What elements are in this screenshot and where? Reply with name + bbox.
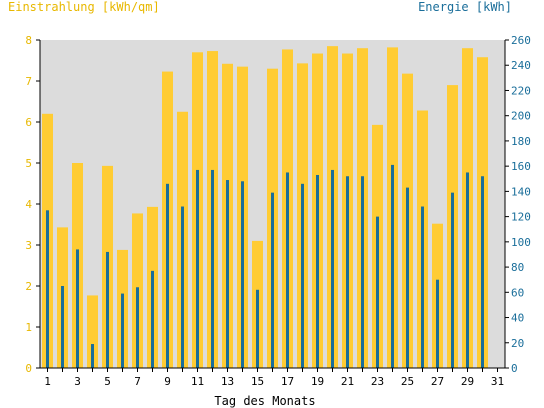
- bar-energie-day-24: [391, 164, 394, 368]
- x-tick-label: 7: [134, 375, 141, 388]
- x-tick-label: 1: [44, 375, 51, 388]
- bar-energie-day-5: [106, 251, 109, 368]
- bar-energie-day-23: [376, 216, 379, 368]
- bar-energie-day-20: [331, 169, 334, 368]
- bars-group: [42, 46, 488, 369]
- left-tick-label: 3: [25, 239, 32, 252]
- right-tick-label: 40: [511, 312, 524, 325]
- x-tick-label: 3: [74, 375, 81, 388]
- right-tick-label: 0: [511, 362, 518, 375]
- bar-energie-day-15: [256, 289, 259, 368]
- left-tick-label: 6: [25, 116, 32, 129]
- left-tick-label: 0: [25, 362, 32, 375]
- x-tick-label: 11: [191, 375, 204, 388]
- right-tick-label: 60: [511, 286, 524, 299]
- left-tick-label: 7: [25, 75, 32, 88]
- bar-energie-day-1: [46, 210, 49, 368]
- bar-energie-day-10: [181, 206, 184, 368]
- x-tick-label: 9: [164, 375, 171, 388]
- bar-energie-day-14: [241, 181, 244, 368]
- bar-energie-day-7: [136, 287, 139, 368]
- bar-energie-day-27: [436, 279, 439, 368]
- right-tick-label: 140: [511, 185, 531, 198]
- axes-group: 0123456780204060801001201401601802002202…: [25, 34, 531, 388]
- x-tick-label: 31: [491, 375, 504, 388]
- right-tick-label: 240: [511, 59, 531, 72]
- left-tick-label: 2: [25, 280, 32, 293]
- bar-energie-day-30: [481, 176, 484, 368]
- right-tick-label: 180: [511, 135, 531, 148]
- left-tick-label: 8: [25, 34, 32, 47]
- bar-energie-day-3: [76, 249, 79, 368]
- right-tick-label: 160: [511, 160, 531, 173]
- x-tick-label: 15: [251, 375, 264, 388]
- left-tick-label: 5: [25, 157, 32, 170]
- bar-energie-day-17: [286, 172, 289, 368]
- bar-energie-day-18: [301, 183, 304, 368]
- x-tick-label: 17: [281, 375, 294, 388]
- left-axis-title: Einstrahlung [kWh/qm]: [8, 0, 160, 14]
- right-tick-label: 20: [511, 337, 524, 350]
- x-axis-title: Tag des Monats: [214, 394, 315, 408]
- bar-energie-day-22: [361, 176, 364, 368]
- bar-energie-day-13: [226, 180, 229, 368]
- right-tick-label: 100: [511, 236, 531, 249]
- bar-energie-day-26: [421, 206, 424, 368]
- x-tick-label: 21: [341, 375, 354, 388]
- bar-energie-day-21: [346, 176, 349, 368]
- bar-energie-day-6: [121, 293, 124, 368]
- bar-energie-day-8: [151, 270, 154, 368]
- right-axis-title: Energie [kWh]: [418, 0, 512, 14]
- right-tick-label: 80: [511, 261, 524, 274]
- right-tick-label: 200: [511, 110, 531, 123]
- bar-energie-day-11: [196, 169, 199, 368]
- bar-energie-day-2: [61, 286, 64, 368]
- x-tick-label: 23: [371, 375, 384, 388]
- right-tick-label: 120: [511, 211, 531, 224]
- bar-energie-day-12: [211, 169, 214, 368]
- x-tick-label: 5: [104, 375, 111, 388]
- x-tick-label: 29: [461, 375, 474, 388]
- x-tick-label: 13: [221, 375, 234, 388]
- right-tick-label: 260: [511, 34, 531, 47]
- bar-energie-day-9: [166, 183, 169, 368]
- bar-energie-day-16: [271, 192, 274, 368]
- left-tick-label: 1: [25, 321, 32, 334]
- bar-energie-day-25: [406, 187, 409, 368]
- right-tick-label: 220: [511, 84, 531, 97]
- bar-energie-day-19: [316, 174, 319, 368]
- left-tick-label: 4: [25, 198, 32, 211]
- x-tick-label: 27: [431, 375, 444, 388]
- bar-energie-day-29: [466, 172, 469, 368]
- x-tick-label: 25: [401, 375, 414, 388]
- bar-energie-day-28: [451, 192, 454, 368]
- x-tick-label: 19: [311, 375, 324, 388]
- bar-einstrahlung-day-4: [87, 295, 98, 368]
- bar-energie-day-4: [91, 344, 94, 368]
